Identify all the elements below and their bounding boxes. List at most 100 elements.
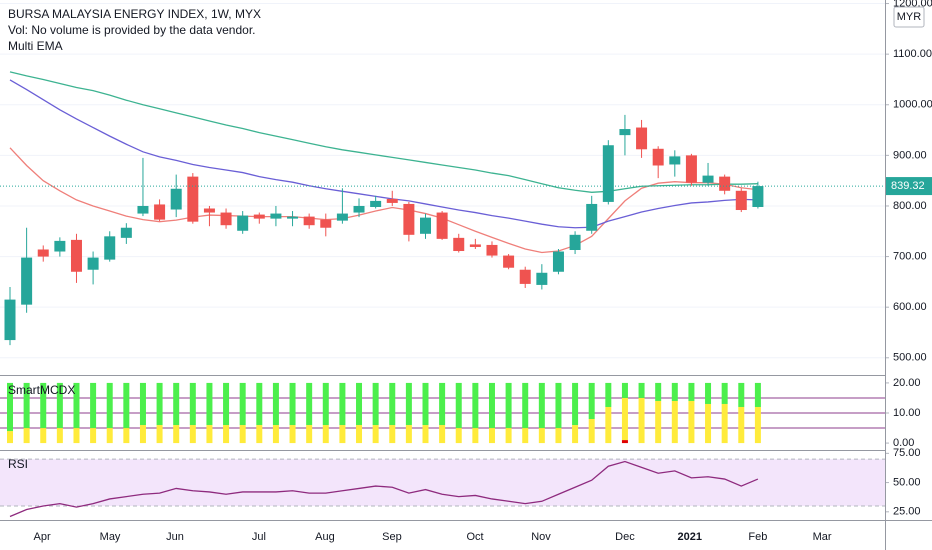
x-tick-label: Nov <box>531 531 551 543</box>
bar-segment <box>56 382 63 429</box>
candle-body <box>303 216 315 226</box>
bar-segment <box>189 425 196 444</box>
bar-segment <box>73 428 80 444</box>
bar-segment <box>488 382 495 429</box>
bar-segment <box>272 382 279 426</box>
bar-segment <box>123 428 130 444</box>
candle-body <box>469 244 481 247</box>
bar-segment <box>206 425 213 444</box>
x-tick-label: Dec <box>615 531 635 543</box>
bar-segment <box>754 382 761 407</box>
bar-segment <box>638 397 645 444</box>
y-tick-label: 600.00 <box>893 301 927 313</box>
candle-body <box>586 203 598 231</box>
bar-segment <box>272 425 279 444</box>
candle-body <box>253 214 265 219</box>
candle-body <box>320 219 332 228</box>
bar-segment <box>40 382 47 429</box>
y-tick-label: 0.00 <box>893 437 914 449</box>
x-tick-label: Apr <box>34 531 51 543</box>
ema-line <box>9 71 758 193</box>
candle-body <box>70 239 82 272</box>
candle-body <box>386 198 398 203</box>
bar-segment <box>588 382 595 420</box>
bar-segment <box>555 382 562 429</box>
candle-body <box>702 175 714 183</box>
candle-body <box>752 186 764 207</box>
bar-segment <box>256 425 263 444</box>
bar-segment <box>156 382 163 426</box>
candle-body <box>636 127 648 150</box>
candle-body <box>154 204 166 220</box>
candle-body <box>87 257 99 270</box>
y-tick-label: 700.00 <box>893 250 927 262</box>
last-price-label: 839.32 <box>891 180 925 192</box>
candle-body <box>436 212 448 239</box>
last-price-box <box>885 177 932 196</box>
bar-segment <box>206 382 213 426</box>
bar-segment <box>488 428 495 444</box>
rsi-line <box>9 460 759 518</box>
candle-body <box>120 227 132 238</box>
x-tick-label: Jul <box>252 531 266 543</box>
indicator-label: SmartMCDX <box>8 383 75 397</box>
candle-body <box>552 251 564 272</box>
bar-segment <box>156 425 163 444</box>
ema-line <box>9 147 758 254</box>
bar-segment <box>538 382 545 429</box>
bar-segment <box>289 425 296 444</box>
candle-body <box>220 212 232 226</box>
bar-segment <box>139 425 146 444</box>
bar-segment <box>90 428 97 444</box>
candle-body <box>137 205 149 214</box>
x-tick-label: Jun <box>166 531 184 543</box>
candle-body <box>287 216 299 219</box>
candle-body <box>569 234 581 250</box>
candle-body <box>203 208 215 213</box>
bar-segment <box>123 382 130 429</box>
candle-body <box>602 145 614 202</box>
bar-segment <box>605 382 612 407</box>
candle-body <box>370 200 382 207</box>
y-tick-label: 20.00 <box>893 377 921 389</box>
bar-segment <box>522 428 529 444</box>
y-tick-label: 800.00 <box>893 200 927 212</box>
bar-segment <box>173 425 180 444</box>
bar-segment <box>455 428 462 444</box>
bar-segment <box>23 428 30 444</box>
bar-segment <box>56 428 63 444</box>
bar-segment <box>356 382 363 426</box>
bar-segment <box>422 382 429 426</box>
candle-body <box>270 213 282 219</box>
bar-segment <box>655 400 662 444</box>
y-tick-label: 10.00 <box>893 407 921 419</box>
candle-body <box>669 156 681 165</box>
bar-segment <box>439 382 446 426</box>
candle-body <box>453 237 465 252</box>
bar-segment <box>472 382 479 429</box>
y-tick-label: 1000.00 <box>893 99 932 111</box>
x-tick-label: Sep <box>382 531 402 543</box>
bar-segment <box>754 406 761 444</box>
bar-segment <box>405 382 412 426</box>
candle-body <box>719 176 731 191</box>
candle-body <box>652 148 664 166</box>
currency-box[interactable] <box>893 6 925 28</box>
bar-segment <box>23 382 30 429</box>
candle-body <box>21 257 33 305</box>
y-tick-label: 500.00 <box>893 352 927 364</box>
x-tick-label: 2021 <box>678 531 702 543</box>
candle-body <box>54 240 66 252</box>
bar-segment <box>655 382 662 401</box>
chart-title: BURSA MALAYSIA ENERGY INDEX, 1W, MYX <box>8 7 261 21</box>
bar-segment <box>638 382 645 398</box>
bar-segment <box>306 425 313 444</box>
bar-segment <box>139 382 146 426</box>
candle-body <box>353 205 365 213</box>
candle-body <box>104 236 116 260</box>
currency[interactable]: MYR <box>897 11 922 23</box>
x-tick-label: Oct <box>466 531 483 543</box>
